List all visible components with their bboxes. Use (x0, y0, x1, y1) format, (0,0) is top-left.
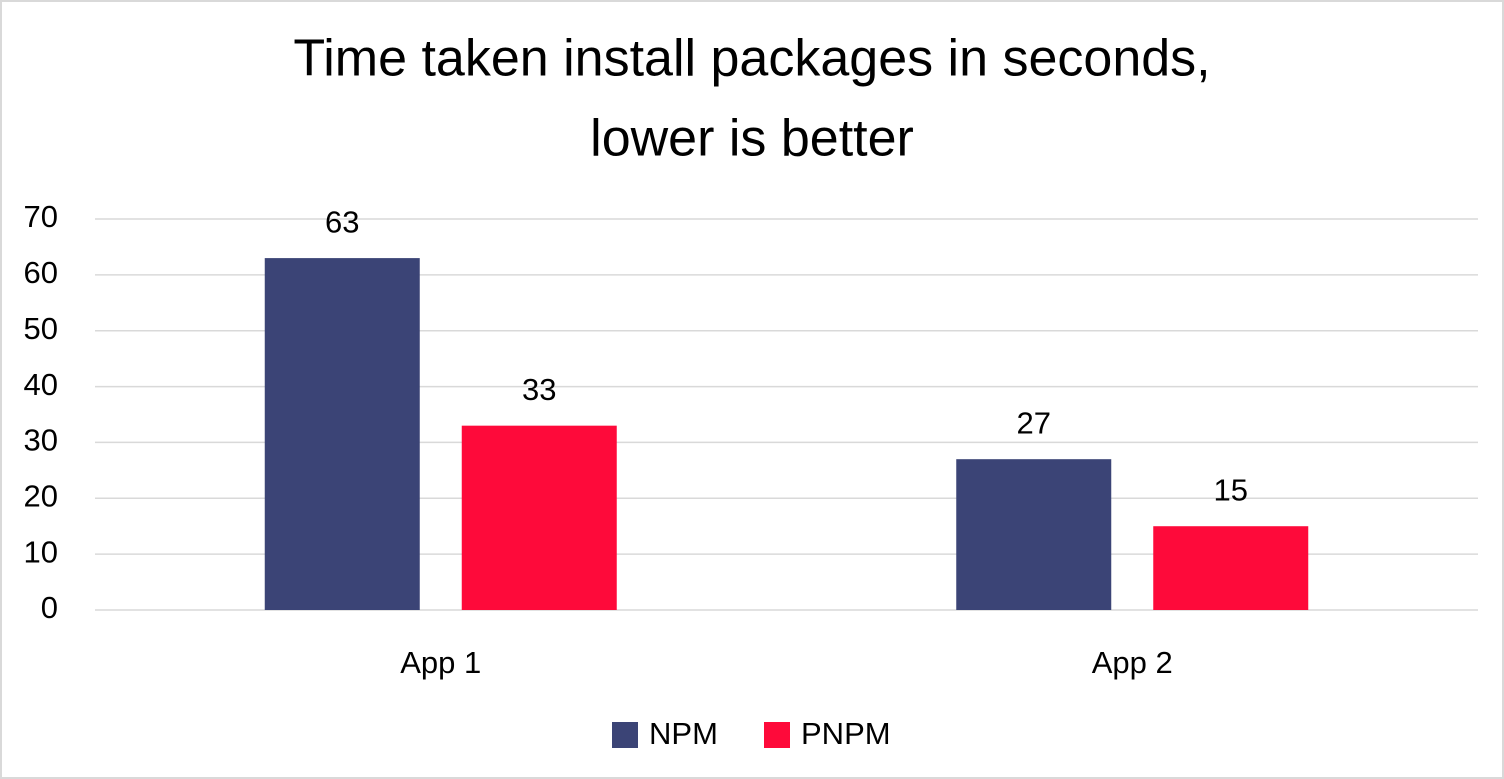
value-label: 15 (1214, 472, 1248, 507)
legend-label: NPM (649, 716, 718, 751)
legend-swatch (612, 722, 638, 748)
chart-title: Time taken install packages in seconds, (293, 30, 1210, 88)
y-tick-label: 30 (24, 423, 58, 458)
y-tick-label: 50 (24, 311, 58, 346)
x-tick-label: App 2 (1092, 645, 1173, 680)
y-tick-label: 70 (24, 199, 58, 234)
y-tick-label: 40 (24, 367, 58, 402)
y-tick-label: 10 (24, 534, 58, 569)
chart-title: lower is better (590, 110, 914, 168)
bar (956, 459, 1112, 610)
bar (1153, 526, 1309, 610)
value-label: 33 (522, 372, 556, 407)
y-tick-label: 20 (24, 478, 58, 513)
y-tick-label: 0 (41, 590, 58, 625)
y-tick-label: 60 (24, 255, 58, 290)
bar (264, 258, 420, 610)
x-tick-label: App 1 (400, 645, 481, 680)
value-label: 27 (1017, 405, 1051, 440)
legend-swatch (764, 722, 790, 748)
value-label: 63 (325, 204, 359, 239)
legend-label: PNPM (801, 716, 891, 751)
bar (461, 425, 617, 610)
